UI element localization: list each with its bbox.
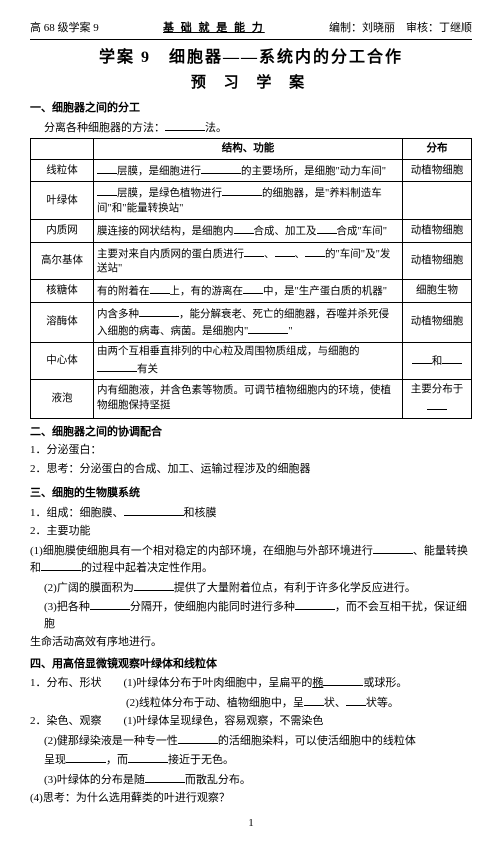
header-center: 基 础 就 是 能 力 [163, 20, 265, 37]
table-head-row: 结构、功能 分布 [31, 139, 472, 160]
main-title: 学案 9 细胞器——系统内的分工合作 [30, 46, 472, 70]
section1-heading: 一、细胞器之间的分工 [30, 100, 472, 117]
cell-name: 液泡 [31, 380, 94, 419]
th-name [31, 139, 94, 160]
th-struct: 结构、功能 [94, 139, 403, 160]
cell-dist: 细胞生物 [403, 279, 472, 302]
table-row: 核糖体 有的附着在上，有的游离在中，是"生产蛋白质的机器" 细胞生物 [31, 279, 472, 302]
cell-struct: 由两个互相垂直排列的中心粒及周围物质组成，与细胞的有关 [94, 342, 403, 379]
th-dist: 分布 [403, 139, 472, 160]
cell-name: 线粒体 [31, 159, 94, 182]
cell-struct: 膜连接的网状结构，是细胞内合成、加工及合成"车间" [94, 219, 403, 242]
cell-struct: 层膜，是绿色植物进行的细胞器，是"养料制造车间"和"能量转换站" [94, 182, 403, 219]
table-row: 溶酶体 内含多种，能分解衰老、死亡的细胞器，吞噬并杀死侵入细胞的病毒、病菌。是细… [31, 302, 472, 342]
table-row: 线粒体 层膜，是细胞进行的主要场所，是细胞"动力车间" 动植物细胞 [31, 159, 472, 182]
sec3-line2: 2．主要功能 [30, 523, 472, 540]
sec4-l6: (3)叶绿体的分布是随而散乱分布。 [30, 771, 472, 789]
table-row: 高尔基体 主要对来自内质网的蛋白质进行、、的"车间"及"发送站" 动植物细胞 [31, 242, 472, 279]
cell-name: 内质网 [31, 219, 94, 242]
sec2-line1: 1．分泌蛋白： [30, 442, 472, 459]
section1-intro: 分离各种细胞器的方法：法。 [30, 119, 472, 137]
cell-dist: 动植物细胞 [403, 159, 472, 182]
cell-struct: 主要对来自内质网的蛋白质进行、、的"车间"及"发送站" [94, 242, 403, 279]
cell-dist: 和 [403, 342, 472, 379]
sec3-line1: 1．组成：细胞膜、和核膜 [30, 504, 472, 522]
section2-heading: 二、细胞器之间的协调配合 [30, 424, 472, 441]
sec3-p3d: 生命活动高效有序地进行。 [30, 634, 472, 651]
table-row: 叶绿体 层膜，是绿色植物进行的细胞器，是"养料制造车间"和"能量转换站" [31, 182, 472, 219]
table-row: 中心体 由两个互相垂直排列的中心粒及周围物质组成，与细胞的有关 和 [31, 342, 472, 379]
section3-heading: 三、细胞的生物膜系统 [30, 485, 472, 502]
cell-dist [403, 182, 472, 219]
table-row: 内质网 膜连接的网状结构，是细胞内合成、加工及合成"车间" 动植物细胞 [31, 219, 472, 242]
sec2-line2: 2．思考：分泌蛋白的合成、加工、运输过程涉及的细胞器 [30, 461, 472, 478]
table-row: 液泡 内有细胞液，并含色素等物质。可调节植物细胞内的环境，使植物细胞保持坚挺 主… [31, 380, 472, 419]
header-right: 编制：刘晓丽 审核：丁继顺 [329, 20, 472, 37]
sec4-l1: 1．分布、形状 (1)叶绿体分布于叶肉细胞中，呈扁平的椭或球形。 [30, 674, 472, 692]
cell-dist: 动植物细胞 [403, 242, 472, 279]
cell-dist: 动植物细胞 [403, 302, 472, 342]
sec4-l4: (2)健那绿染液是一种专一性的活细胞染料，可以使活细胞中的线粒体 [30, 732, 472, 750]
section4-heading: 四、用高倍显微镜观察叶绿体和线粒体 [30, 656, 472, 673]
cell-struct: 内含多种，能分解衰老、死亡的细胞器，吞噬并杀死侵入细胞的病毒、病菌。是细胞内"" [94, 302, 403, 342]
cell-struct: 内有细胞液，并含色素等物质。可调节植物细胞内的环境，使植物细胞保持坚挺 [94, 380, 403, 419]
sec4-l7: (4)思考：为什么选用藓类的叶进行观察？ [30, 790, 472, 807]
header-left: 高 68 级学案 9 [30, 20, 99, 37]
sec3-p2: (2)广阔的膜面积为提供了大量附着位点，有利于许多化学反应进行。 [30, 579, 472, 597]
sec3-p3: (3)把各种分隔开，使细胞内能同时进行多种，而不会互相干扰，保证细胞 [30, 598, 472, 632]
cell-dist: 动植物细胞 [403, 219, 472, 242]
organelle-table: 结构、功能 分布 线粒体 层膜，是细胞进行的主要场所，是细胞"动力车间" 动植物… [30, 138, 472, 419]
cell-name: 高尔基体 [31, 242, 94, 279]
sec4-l5: 呈现，而接近于无色。 [30, 751, 472, 769]
cell-name: 叶绿体 [31, 182, 94, 219]
cell-dist: 主要分布于 [403, 380, 472, 419]
page-number: 1 [30, 815, 472, 832]
sec3-p1: (1)细胞膜使细胞具有一个相对稳定的内部环境，在细胞与外部环境进行、能量转换和的… [30, 542, 472, 577]
subtitle: 预 习 学 案 [30, 72, 472, 95]
cell-struct: 层膜，是细胞进行的主要场所，是细胞"动力车间" [94, 159, 403, 182]
cell-struct: 有的附着在上，有的游离在中，是"生产蛋白质的机器" [94, 279, 403, 302]
sec4-l2: (2)线粒体分布于动、植物细胞中，呈状、状等。 [30, 694, 472, 712]
cell-name: 溶酶体 [31, 302, 94, 342]
cell-name: 核糖体 [31, 279, 94, 302]
sec4-l3: 2．染色、观察 (1)叶绿体呈现绿色，容易观察，不需染色 [30, 713, 472, 730]
cell-name: 中心体 [31, 342, 94, 379]
page-header: 高 68 级学案 9 基 础 就 是 能 力 编制：刘晓丽 审核：丁继顺 [30, 20, 472, 40]
